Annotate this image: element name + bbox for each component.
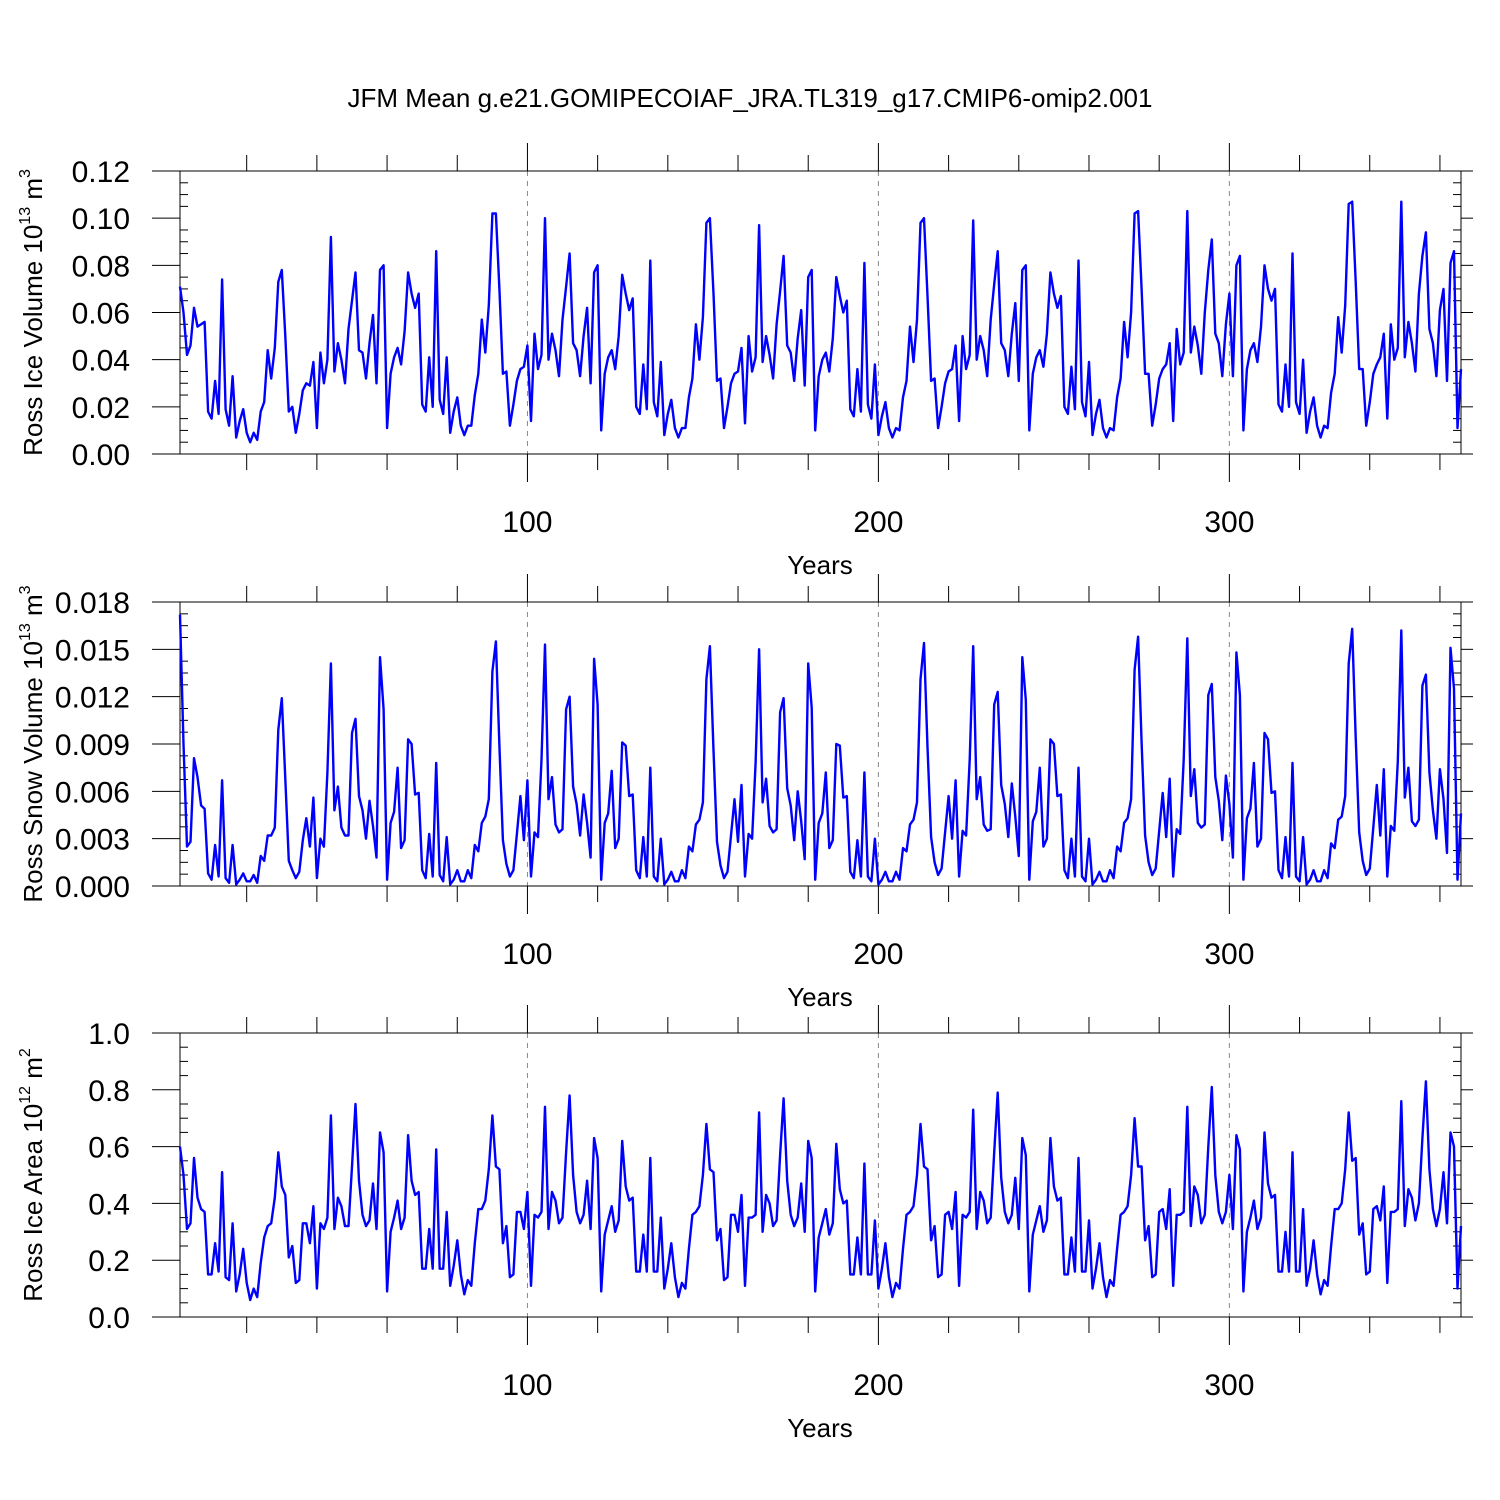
chart-panel-1: 0.00 0.02 0.04 0.06 0.08 0.10 0.12 100 200 300 Yea… [17,143,1473,580]
y-tick-label: 0.04 [72,345,130,378]
x-tick-label: 300 [1204,1369,1254,1402]
x-tick-label: 100 [502,1369,552,1402]
y-tick-label: 0.012 [55,682,130,715]
y-tick-label: 0.0 [88,1302,130,1335]
y-tick-label: 0.12 [72,156,130,189]
y-tick-label: 0.000 [55,871,130,904]
plot-frame [179,170,1462,455]
series-line [178,200,1463,444]
x-axis-title: Years [787,550,853,580]
y-tick-label: 0.015 [55,634,130,667]
y-tick-label: 0.003 [55,824,130,857]
series-line [178,1080,1463,1302]
y-tick-label: 0.2 [88,1245,130,1278]
x-tick-label: 300 [1204,938,1254,971]
series-line [178,614,1463,886]
y-tick-label: 0.02 [72,392,130,425]
y-tick-label: 1.0 [88,1018,130,1051]
x-tick-label: 300 [1204,506,1254,539]
y-tick-label: 0.009 [55,729,130,762]
y-tick-label: 0.4 [88,1188,130,1221]
y-tick-label: 0.6 [88,1132,130,1165]
y-tick-label: 0.06 [72,298,130,331]
y-tick-label: 0.018 [55,587,130,620]
chart-panel-2: 0.000 0.003 0.006 0.009 0.012 0.015 0.018 100 20… [17,574,1473,1012]
y-tick-label: 0.006 [55,776,130,809]
x-axis-title: Years [787,1413,853,1443]
chart-title: JFM Mean g.e21.GOMIPECOIAF_JRA.TL319_g17… [348,83,1153,113]
plot-frame [179,1032,1462,1318]
y-tick-label: 0.10 [72,203,130,236]
chart-panel-3: 0.0 0.2 0.4 0.6 0.8 1.0 100 200 300 Years Ross Ice… [17,1005,1473,1443]
x-axis-title: Years [787,982,853,1012]
y-tick-label: 0.08 [72,250,130,283]
x-tick-label: 100 [502,506,552,539]
x-tick-label: 200 [853,1369,903,1402]
y-tick-label: 0.00 [72,439,130,472]
y-axis-title: Ross Snow Volume 1013 m3 [17,585,48,902]
y-axis-title: Ross Ice Area 1012 m2 [17,1048,48,1302]
x-tick-label: 200 [853,938,903,971]
y-tick-label: 0.8 [88,1075,130,1108]
x-tick-label: 200 [853,506,903,539]
x-tick-label: 100 [502,938,552,971]
y-axis-title: Ross Ice Volume 1013 m3 [17,169,48,456]
